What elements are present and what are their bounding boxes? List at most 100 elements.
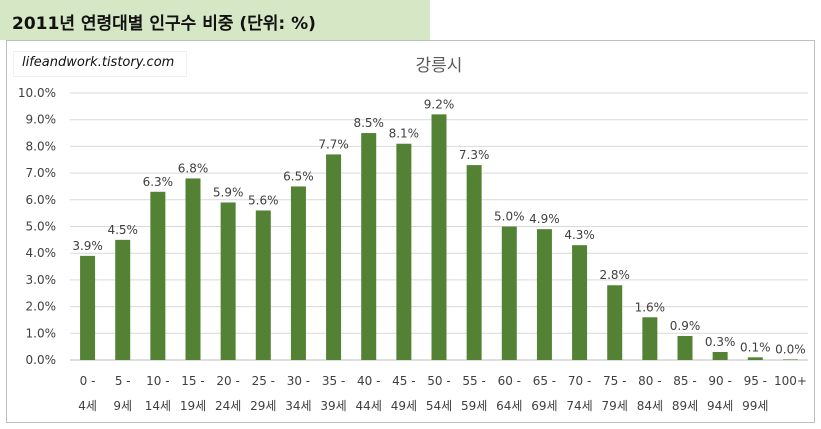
y-tick-label: 6.0% [26,193,57,207]
x-tick-label-line2: 34세 [285,399,311,413]
x-tick-label-line2: 9세 [113,399,132,413]
x-tick-label-line2: 14세 [145,399,171,413]
y-tick-label: 0.0% [26,353,57,367]
data-label: 6.5% [283,169,314,183]
x-tick-label: 10 - [146,374,169,388]
y-tick-label: 1.0% [26,326,57,340]
x-tick-label-line2: 64세 [496,399,522,413]
x-tick-label: 40 - [357,374,380,388]
x-tick-label-line2: 39세 [320,399,346,413]
x-tick-label-line2: 49세 [391,399,417,413]
data-label: 2.8% [599,268,630,282]
x-tick-label-line2: 99세 [742,399,768,413]
x-tick-label: 50 - [427,374,450,388]
bar [747,357,763,360]
x-tick-label-line2: 19세 [180,399,206,413]
bar [431,114,447,360]
x-tick-label-line2: 4세 [78,399,97,413]
x-tick-label: 95 - [744,374,767,388]
data-label: 0.9% [670,319,701,333]
bar [185,178,201,360]
bar [220,202,236,360]
x-tick-label: 100+ [774,374,807,388]
x-tick-label-line2: 69세 [531,399,557,413]
data-label: 4.9% [529,212,560,226]
title-banner: 2011년 연령대별 인구수 비중 (단위: %) [0,0,430,40]
page-title: 2011년 연령대별 인구수 비중 (단위: %) [12,14,316,34]
data-label: 7.7% [318,137,349,151]
x-tick-label: 85 - [673,374,696,388]
bar [677,335,693,360]
bar [290,186,306,360]
data-label: 5.6% [248,193,279,207]
x-tick-label: 20 - [216,374,239,388]
data-label: 8.1% [389,127,420,141]
x-tick-label: 75 - [603,374,626,388]
bar [150,191,166,360]
y-tick-label: 8.0% [26,139,57,153]
x-tick-label: 55 - [462,374,485,388]
bar [572,245,588,360]
y-tick-label: 3.0% [26,273,57,287]
y-tick-label: 5.0% [26,220,57,234]
bar [607,285,623,360]
data-label: 0.3% [705,335,736,349]
data-label: 0.0% [775,342,806,356]
x-tick-label-line2: 94세 [707,399,733,413]
x-tick-label-line2: 74세 [566,399,592,413]
data-label: 4.5% [107,223,138,237]
y-tick-label: 9.0% [26,113,57,127]
x-tick-label: 15 - [181,374,204,388]
x-tick-label: 65 - [533,374,556,388]
x-tick-label-line2: 54세 [426,399,452,413]
bar [642,317,658,360]
x-tick-label: 80 - [638,374,661,388]
data-label: 6.3% [143,175,174,189]
data-label: 6.8% [178,161,209,175]
watermark-text: lifeandwork.tistory.com [22,55,175,70]
bar [396,143,412,360]
data-label: 5.9% [213,185,244,199]
x-tick-label-line2: 89세 [672,399,698,413]
bar [255,210,271,360]
x-tick-label-line2: 44세 [356,399,382,413]
bar [361,133,377,360]
chart-title: 강릉시 [416,56,463,76]
x-tick-label: 70 - [568,374,591,388]
x-tick-label-line2: 29세 [250,399,276,413]
x-tick-label: 0 - [80,374,96,388]
x-tick-label: 30 - [287,374,310,388]
data-label: 1.6% [635,300,666,314]
y-tick-label: 7.0% [26,166,57,180]
bar [501,226,517,360]
data-label: 8.5% [353,116,384,130]
x-tick-label-line2: 24세 [215,399,241,413]
data-label: 7.3% [459,148,490,162]
x-tick-label-line2: 84세 [637,399,663,413]
data-label: 4.3% [564,228,595,242]
x-tick-label-line2: 79세 [602,399,628,413]
bar [536,229,552,360]
watermark-box: lifeandwork.tistory.com [14,52,186,76]
data-label: 5.0% [494,210,525,224]
x-tick-label-line2: 59세 [461,399,487,413]
x-tick-label: 90 - [708,374,731,388]
y-tick-label: 10.0% [18,86,56,100]
bar [326,154,342,360]
data-label: 9.2% [424,97,455,111]
data-label: 3.9% [72,239,103,253]
bar [466,165,482,360]
bar [712,351,728,360]
bar [782,359,798,360]
x-tick-label: 25 - [252,374,275,388]
bar [80,255,96,360]
x-tick-label: 5 - [115,374,131,388]
bar [115,239,131,360]
x-tick-label: 35 - [322,374,345,388]
x-tick-label: 60 - [498,374,521,388]
y-tick-label: 4.0% [26,246,57,260]
y-tick-label: 2.0% [26,300,57,314]
data-label: 0.1% [740,340,771,354]
x-tick-label: 45 - [392,374,415,388]
